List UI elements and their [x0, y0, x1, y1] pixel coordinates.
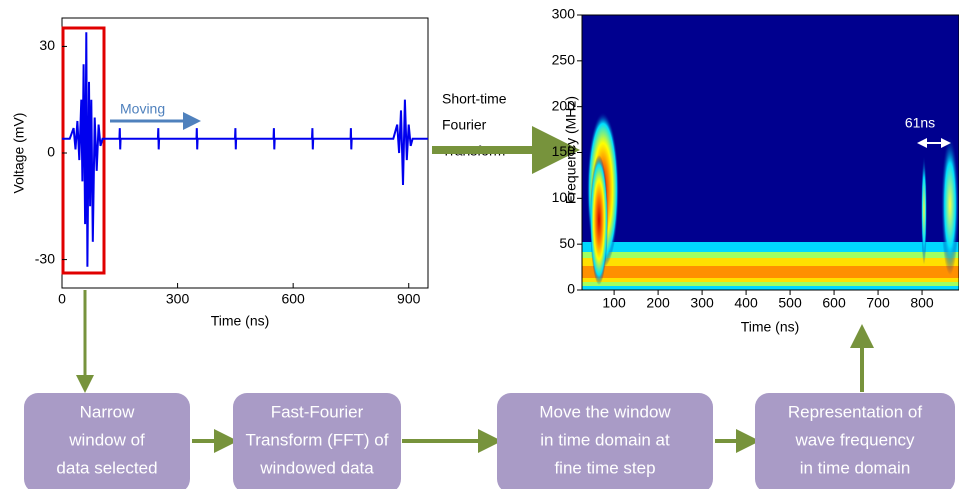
x-tick-label: 0	[58, 291, 66, 307]
voltage-plot: Time (ns) Voltage (mV) Moving 0 300 600 900…	[11, 17, 429, 329]
x-axis-label: Time (ns)	[741, 319, 800, 335]
x-tick-label: 700	[866, 295, 890, 311]
x-axis-label: Time (ns)	[211, 313, 270, 329]
moving-label: Moving	[120, 101, 165, 117]
step-text: Representation of	[788, 402, 922, 421]
flow-steps: Narrow window of data selected Fast-Fourier…	[24, 393, 955, 489]
y-tick-label: 50	[559, 235, 575, 251]
y-tick-label: -30	[35, 250, 55, 266]
y-tick-label: 200	[552, 97, 576, 113]
step-text: in time domain	[800, 458, 911, 477]
x-tick-label: 900	[397, 291, 421, 307]
x-tick-label: 400	[734, 295, 758, 311]
step-text: Move the window	[539, 402, 671, 421]
window-box	[61, 26, 106, 275]
y-axis-label: Frequency (MHz)	[563, 96, 579, 204]
x-tick-label: 200	[646, 295, 670, 311]
x-tick-label: 500	[778, 295, 802, 311]
step-text: window of	[68, 430, 145, 449]
x-tick-label: 300	[690, 295, 714, 311]
y-tick-label: 0	[47, 144, 55, 160]
step-text: windowed data	[259, 458, 374, 477]
step: Move the window in time domain at fine tim…	[497, 393, 713, 489]
step-text: Fast-Fourier	[271, 402, 364, 421]
y-tick-label: 30	[39, 37, 55, 53]
plume	[941, 135, 959, 275]
width-label: 61ns	[905, 115, 935, 131]
step-text: Narrow	[80, 402, 136, 421]
x-tick-label: 800	[910, 295, 934, 311]
plume	[590, 155, 608, 285]
y-tick-label: 250	[552, 52, 576, 68]
y-tick-label: 150	[552, 143, 576, 159]
step-box	[24, 393, 190, 489]
transform-label: Short-time	[442, 91, 507, 107]
y-tick-label: 300	[552, 6, 576, 22]
plot-frame	[61, 17, 429, 289]
step-box	[233, 393, 401, 489]
step-text: in time domain at	[540, 430, 670, 449]
step-box	[755, 393, 955, 489]
y-tick-label: 100	[552, 189, 576, 205]
step-box	[497, 393, 713, 489]
step: Narrow window of data selected	[24, 393, 190, 489]
x-tick-label: 600	[822, 295, 846, 311]
plume	[921, 155, 927, 265]
x-tick-label: 100	[602, 295, 626, 311]
band	[582, 266, 959, 278]
transform-label: Fourier	[442, 117, 487, 133]
step: Fast-Fourier Transform (FFT) of windowed d…	[233, 393, 401, 489]
x-tick-label: 300	[166, 291, 190, 307]
step-text: data selected	[56, 458, 157, 477]
step-text: wave frequency	[794, 430, 915, 449]
y-axis-label: Voltage (mV)	[11, 113, 27, 194]
y-tick-label: 0	[567, 281, 575, 297]
step-text: fine time step	[554, 458, 655, 477]
x-tick-label: 600	[281, 291, 305, 307]
step: Representation of wave frequency in time d…	[755, 393, 955, 489]
voltage-trace	[62, 32, 428, 267]
spectrogram: 61ns Time (ns) Frequency (MHz) 100 200 300…	[552, 6, 959, 335]
step-text: Transform (FFT) of	[246, 430, 389, 449]
